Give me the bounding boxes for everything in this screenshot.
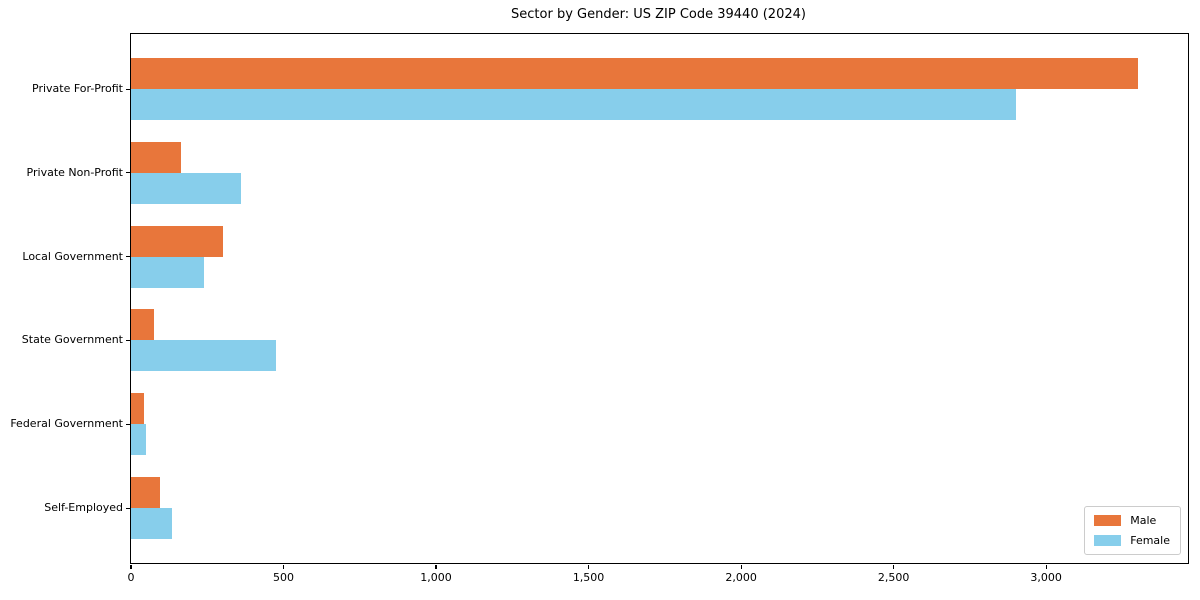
y-axis-label-private-for-profit: Private For-Profit [32, 82, 123, 95]
x-tick-label-2-500: 2,500 [877, 571, 910, 584]
y-tick-mark [125, 423, 130, 425]
y-axis-label-self-employed: Self-Employed [44, 501, 123, 514]
bar-male-state-government [131, 309, 154, 341]
legend-entry-female: Female [1094, 534, 1170, 547]
bar-male-private-non-profit [131, 141, 182, 173]
x-tick-mark [282, 564, 285, 569]
bar-female-state-government [131, 340, 276, 372]
legend-label-female: Female [1130, 534, 1170, 547]
x-tick-mark [130, 564, 132, 569]
y-tick-mark [125, 88, 130, 90]
bar-group-state-government [131, 309, 276, 372]
y-axis-label-state-government: State Government [21, 333, 123, 347]
x-tick-label-500: 500 [273, 571, 295, 584]
legend: Male Female [1084, 506, 1181, 555]
y-axis-label-private-non-profit: Private Non-Profit [26, 165, 123, 179]
plot-area: Private For-Profit Private Non-Profit Loca… [10, 33, 1189, 584]
x-tick-label-2-000: 2,000 [725, 571, 757, 584]
legend-swatch-female [1094, 535, 1122, 546]
x-tick-label-3-000: 3,000 [1030, 571, 1062, 584]
x-tick-label-1-000: 1,000 [420, 571, 452, 584]
bar-group-private-for-profit [131, 58, 1138, 120]
y-tick-mark [125, 339, 130, 342]
bar-female-self-employed [131, 508, 173, 539]
bar-female-private-for-profit [131, 89, 1016, 120]
y-tick-mark [125, 507, 130, 509]
x-tick-mark [435, 564, 437, 569]
x-tick-mark [1045, 564, 1047, 569]
y-axis-label-local-government: Local Government [22, 249, 123, 263]
x-tick-mark [587, 564, 590, 569]
y-tick-mark [125, 172, 130, 174]
bar-male-local-government [131, 225, 223, 257]
bar-group-private-non-profit [131, 141, 241, 204]
chart-title: Sector by Gender: US ZIP Code 39440 (202… [511, 7, 806, 22]
bar-male-federal-government [131, 393, 144, 425]
x-tick-mark [740, 564, 742, 569]
bar-group-federal-government [131, 393, 146, 456]
bar-group-local-government [131, 225, 223, 288]
legend-swatch-male [1094, 515, 1122, 526]
y-axis-label-federal-government: Federal Government [10, 417, 123, 431]
y-tick-mark [125, 256, 130, 258]
bar-female-federal-government [131, 424, 146, 456]
bar-male-private-for-profit [131, 58, 1138, 89]
bar-male-self-employed [131, 477, 160, 508]
legend-label-male: Male [1130, 514, 1157, 527]
bar-female-local-government [131, 256, 205, 288]
x-tick-label-1-500: 1,500 [572, 571, 605, 584]
bar-female-private-non-profit [131, 172, 241, 204]
x-tick-mark [893, 564, 895, 569]
x-tick-label-0: 0 [127, 571, 135, 584]
legend-entry-male: Male [1094, 514, 1170, 527]
bar-group-self-employed [131, 477, 173, 539]
